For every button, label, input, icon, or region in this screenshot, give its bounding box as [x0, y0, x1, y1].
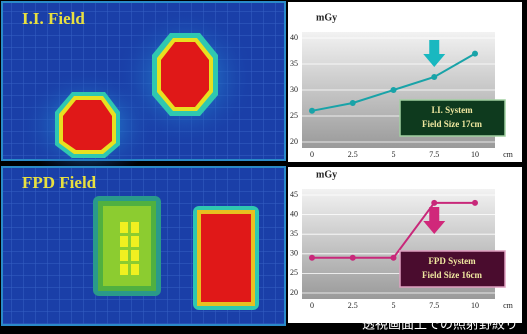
y-tick-label: 30: [290, 249, 298, 258]
y-tick-label: 35: [290, 59, 298, 68]
y-tick-label: 20: [290, 288, 298, 297]
annotation: Field Size 17cm: [422, 119, 482, 129]
x-tick-label: 10: [471, 150, 479, 159]
point: [350, 100, 356, 106]
point: [431, 200, 437, 206]
point: [472, 200, 478, 206]
point: [309, 108, 315, 114]
y-axis-label: mGy: [316, 12, 337, 23]
annotation: Field Size 16cm: [422, 270, 482, 280]
point: [472, 51, 478, 57]
annotation: FPD System: [428, 256, 476, 266]
panel-title: FPD Field: [22, 173, 97, 192]
y-axis-label: mGy: [316, 169, 337, 180]
y-tick-label: 25: [290, 111, 298, 120]
y-tick-label: 20: [290, 137, 298, 146]
x-tick-label: 7.5: [429, 301, 439, 310]
y-tick-label: 25: [290, 268, 298, 277]
y-tick-label: 45: [290, 190, 298, 199]
x-axis-label: cm: [503, 150, 514, 159]
y-tick-label: 40: [290, 33, 298, 42]
x-axis-label: cm: [503, 301, 514, 310]
x-tick-label: 5: [392, 150, 396, 159]
x-tick-label: 7.5: [429, 150, 439, 159]
annotation: I.I. System: [431, 105, 473, 115]
point: [309, 255, 315, 261]
y-tick-label: 40: [290, 209, 298, 218]
y-tick-label: 35: [290, 229, 298, 238]
x-tick-label: 5: [392, 301, 396, 310]
x-tick-label: 0: [310, 150, 314, 159]
point: [391, 255, 397, 261]
heatmap-ii: I.I. Field: [2, 2, 285, 180]
point: [431, 74, 437, 80]
x-tick-label: 10: [471, 301, 479, 310]
point: [391, 87, 397, 93]
figure: I.I. Field FPD Field 透視画面上での照射野絞り 202530…: [0, 0, 527, 334]
x-tick-label: 2.5: [348, 301, 358, 310]
y-tick-label: 30: [290, 85, 298, 94]
heatmap-fpd: FPD Field: [2, 167, 285, 325]
x-tick-label: 2.5: [348, 150, 358, 159]
x-tick-label: 0: [310, 301, 314, 310]
panel-title: I.I. Field: [22, 9, 85, 28]
point: [350, 255, 356, 261]
